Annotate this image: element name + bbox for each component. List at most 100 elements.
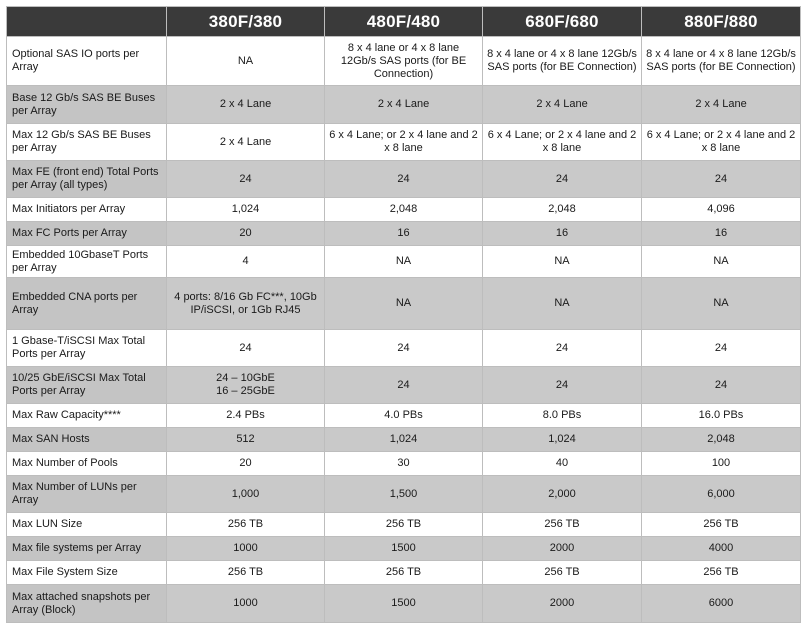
cell-value: 6 x 4 Lane; or 2 x 4 lane and 2 x 8 lane — [324, 123, 483, 161]
row-label: Max 12 Gb/s SAS BE Buses per Array — [6, 123, 167, 161]
header-corner-cell — [6, 6, 167, 37]
cell-value: 2,048 — [482, 197, 642, 222]
cell-value: 4.0 PBs — [324, 403, 483, 428]
cell-value: 1000 — [166, 536, 325, 561]
cell-value: 6000 — [641, 584, 801, 623]
model-header: 880F/880 — [641, 6, 801, 37]
table-row: Max Number of Pools 20 30 40 100 — [6, 451, 801, 476]
table-row: Max SAN Hosts 512 1,024 1,024 2,048 — [6, 427, 801, 452]
row-label: Max file systems per Array — [6, 536, 167, 561]
table-row: Max attached snapshots per Array (Block)… — [6, 584, 801, 623]
table-row: Max FC Ports per Array 20 16 16 16 — [6, 221, 801, 246]
cell-value: 1000 — [166, 584, 325, 623]
model-header: 380F/380 — [166, 6, 325, 37]
row-label: Max SAN Hosts — [6, 427, 167, 452]
cell-value: 256 TB — [324, 512, 483, 537]
row-label: Max FE (front end) Total Ports per Array… — [6, 160, 167, 198]
cell-value: 20 — [166, 221, 325, 246]
cell-value: 1,024 — [324, 427, 483, 452]
cell-value: 8.0 PBs — [482, 403, 642, 428]
cell-value: NA — [324, 277, 483, 330]
table-row: Max Raw Capacity**** 2.4 PBs 4.0 PBs 8.0 PB… — [6, 403, 801, 428]
table-row: Max LUN Size 256 TB 256 TB 256 TB 256 TB — [6, 512, 801, 537]
table-row: Max 12 Gb/s SAS BE Buses per Array 2 x 4 … — [6, 123, 801, 161]
cell-value: 2 x 4 Lane — [482, 85, 642, 124]
cell-value: 2 x 4 Lane — [166, 85, 325, 124]
model-header: 480F/480 — [324, 6, 483, 37]
cell-value: 24 — [641, 366, 801, 404]
cell-value: 256 TB — [641, 512, 801, 537]
cell-value: 8 x 4 lane or 4 x 8 lane 12Gb/s SAS port… — [641, 36, 801, 86]
cell-value: 256 TB — [641, 560, 801, 585]
cell-value: 6 x 4 Lane; or 2 x 4 lane and 2 x 8 lane — [482, 123, 642, 161]
spec-table-container: 380F/380 480F/480 680F/680 880F/880 Opti… — [6, 6, 801, 623]
model-header: 680F/680 — [482, 6, 642, 37]
table-row: Max file systems per Array 1000 1500 2000 40… — [6, 536, 801, 561]
cell-value: 24 — [482, 160, 642, 198]
cell-value: 4 ports: 8/16 Gb FC***, 10Gb IP/iSCSI, o… — [166, 277, 325, 330]
cell-value: 2,048 — [641, 427, 801, 452]
spec-comparison-table: 380F/380 480F/480 680F/680 880F/880 Opti… — [6, 6, 801, 623]
cell-value: 256 TB — [482, 512, 642, 537]
cell-value: 256 TB — [166, 560, 325, 585]
cell-value: 512 — [166, 427, 325, 452]
header-row: 380F/380 480F/480 680F/680 880F/880 — [6, 6, 801, 37]
row-label: Base 12 Gb/s SAS BE Buses per Array — [6, 85, 167, 124]
table-row: Base 12 Gb/s SAS BE Buses per Array 2 x 4… — [6, 85, 801, 124]
cell-value: 2 x 4 Lane — [324, 85, 483, 124]
cell-value: NA — [166, 36, 325, 86]
cell-value: 24 — [324, 160, 483, 198]
row-label: 10/25 GbE/iSCSI Max Total Ports per Arra… — [6, 366, 167, 404]
cell-value: 2 x 4 Lane — [641, 85, 801, 124]
cell-value: 2,000 — [482, 475, 642, 513]
cell-value: 24 — [324, 366, 483, 404]
cell-value: 256 TB — [324, 560, 483, 585]
cell-value: NA — [324, 245, 483, 278]
cell-value: 4,096 — [641, 197, 801, 222]
cell-value: 20 — [166, 451, 325, 476]
row-label: Max LUN Size — [6, 512, 167, 537]
table-row: 10/25 GbE/iSCSI Max Total Ports per Arra… — [6, 366, 801, 404]
cell-value: 4000 — [641, 536, 801, 561]
table-row: Max File System Size 256 TB 256 TB 256 TB 25… — [6, 560, 801, 585]
table-row: Max Initiators per Array 1,024 2,048 2,048 4… — [6, 197, 801, 222]
row-label: Max attached snapshots per Array (Block) — [6, 584, 167, 623]
cell-value: 1,000 — [166, 475, 325, 513]
cell-value: 8 x 4 lane or 4 x 8 lane 12Gb/s SAS port… — [482, 36, 642, 86]
cell-value: 24 — [482, 329, 642, 367]
cell-value: 16.0 PBs — [641, 403, 801, 428]
cell-value: 100 — [641, 451, 801, 476]
cell-value: 256 TB — [482, 560, 642, 585]
table-row: Max FE (front end) Total Ports per Array… — [6, 160, 801, 198]
table-row: Optional SAS IO ports per Array NA 8 x 4 l… — [6, 36, 801, 86]
cell-value: 16 — [641, 221, 801, 246]
cell-value: NA — [641, 277, 801, 330]
cell-value: 24 — [641, 329, 801, 367]
row-label: Max Initiators per Array — [6, 197, 167, 222]
table-row: Embedded 10GbaseT Ports per Array 4 NA NA NA — [6, 245, 801, 278]
table-row: Embedded CNA ports per Array 4 ports: 8/1… — [6, 277, 801, 330]
cell-value: NA — [482, 245, 642, 278]
cell-value: 24 — [166, 329, 325, 367]
cell-value: 30 — [324, 451, 483, 476]
cell-value: 8 x 4 lane or 4 x 8 lane 12Gb/s SAS port… — [324, 36, 483, 86]
cell-value: 256 TB — [166, 512, 325, 537]
cell-value: 1,500 — [324, 475, 483, 513]
row-label: Max Number of Pools — [6, 451, 167, 476]
cell-value: 16 — [482, 221, 642, 246]
cell-value: 2.4 PBs — [166, 403, 325, 428]
cell-value: 2000 — [482, 584, 642, 623]
cell-value: 2,048 — [324, 197, 483, 222]
cell-value: 24 — [641, 160, 801, 198]
cell-value: 24 — [166, 160, 325, 198]
table-row: 1 Gbase-T/iSCSI Max Total Ports per Arra… — [6, 329, 801, 367]
cell-value: NA — [482, 277, 642, 330]
row-label: Max Raw Capacity**** — [6, 403, 167, 428]
row-label: 1 Gbase-T/iSCSI Max Total Ports per Arra… — [6, 329, 167, 367]
cell-value: 40 — [482, 451, 642, 476]
cell-value: 16 — [324, 221, 483, 246]
row-label: Optional SAS IO ports per Array — [6, 36, 167, 86]
row-label: Max Number of LUNs per Array — [6, 475, 167, 513]
cell-value: 6 x 4 Lane; or 2 x 4 lane and 2 x 8 lane — [641, 123, 801, 161]
cell-value: 1,024 — [482, 427, 642, 452]
